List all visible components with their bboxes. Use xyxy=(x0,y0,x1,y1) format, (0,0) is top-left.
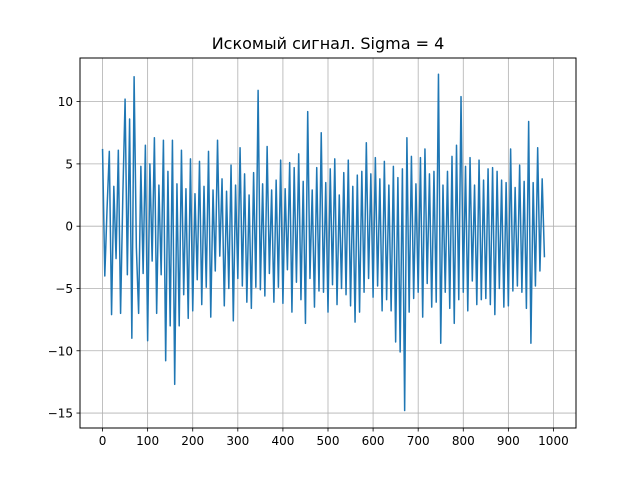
axis-ticks: 0 100 200 300 400 500 600 700 800 900 1000−15−10−5… xyxy=(48,95,569,448)
y-tick-label: 0 xyxy=(65,220,73,234)
y-tick-label: 10 xyxy=(58,95,73,109)
x-tick-label: 600 xyxy=(362,434,385,448)
chart-title: Искомый сигнал. Sigma = 4 xyxy=(212,34,445,53)
x-tick-label: 0 xyxy=(99,434,107,448)
x-tick-label: 500 xyxy=(317,434,340,448)
y-tick-label: −5 xyxy=(55,282,73,296)
x-tick-label: 400 xyxy=(271,434,294,448)
x-tick-label: 200 xyxy=(181,434,204,448)
y-tick-label: 5 xyxy=(65,157,73,171)
y-tick-label: −10 xyxy=(48,344,73,358)
x-tick-label: 1000 xyxy=(538,434,569,448)
x-tick-label: 700 xyxy=(407,434,430,448)
signal-series-line xyxy=(101,73,546,412)
x-tick-label: 100 xyxy=(136,434,159,448)
y-tick-label: −15 xyxy=(48,407,73,421)
x-tick-label: 300 xyxy=(226,434,249,448)
x-tick-label: 900 xyxy=(497,434,520,448)
x-tick-label: 800 xyxy=(452,434,475,448)
